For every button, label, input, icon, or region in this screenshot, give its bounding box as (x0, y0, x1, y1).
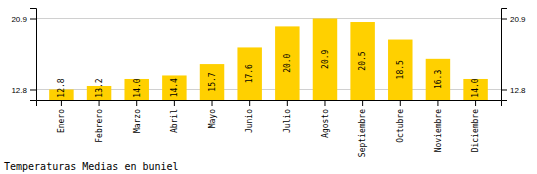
bar (388, 40, 412, 100)
axis-line (502, 9, 508, 101)
data-label: 20.5 (358, 51, 367, 70)
grid-line (36, 18, 501, 19)
data-label: 13.2 (95, 78, 104, 97)
tick-mark (362, 100, 363, 106)
tick-label: 20.9 (11, 15, 27, 24)
bar (463, 79, 487, 100)
tick-mark (501, 19, 507, 20)
chart: 12.8 13.2 14.0 14.4 15.7 17.6 20.0 20.9 20.5 18.5… (0, 0, 537, 174)
tick: 12.8 (11, 86, 36, 95)
tick-label: Marzo (133, 109, 142, 133)
tick-label: Agosto (321, 109, 330, 138)
tick: Mayo (208, 100, 217, 128)
tick-label: Noviembre (434, 109, 443, 153)
tick: 12.8 (501, 86, 526, 95)
tick-label: Julio (283, 109, 292, 133)
tick-mark (400, 100, 401, 106)
tick: Abril (170, 100, 179, 133)
tick: Enero (57, 100, 66, 133)
tick-label: Junio (245, 109, 254, 133)
tick-mark (136, 100, 137, 106)
y2-axis: 12.8 20.9 (501, 9, 526, 101)
data-label: 20.9 (321, 49, 330, 68)
tick: Octubre (396, 100, 405, 143)
tick: Julio (283, 100, 292, 133)
tick: Junio (245, 100, 254, 133)
tick-label: Mayo (208, 109, 217, 128)
data-label: 15.7 (208, 72, 217, 91)
tick-mark (501, 89, 507, 90)
tick-mark (30, 89, 36, 90)
tick-mark (99, 100, 100, 106)
data-label: 18.5 (396, 60, 405, 79)
tick-label: 12.8 (11, 86, 27, 95)
tick: Noviembre (434, 100, 443, 152)
tick-mark (30, 19, 36, 20)
data-label: 12.8 (57, 78, 66, 97)
axis-line (37, 101, 502, 107)
tick: Septiembre (358, 100, 367, 157)
tick: 20.9 (501, 15, 526, 24)
bar (162, 75, 186, 100)
title: Temperaturas Medias en buniel (4, 161, 179, 172)
tick-label: Diciembre (471, 109, 480, 153)
tick-label: Febrero (95, 109, 104, 143)
tick: 20.9 (11, 15, 36, 24)
bar (200, 64, 224, 100)
bar (124, 79, 148, 100)
axis-line (30, 9, 37, 101)
data-label: 14.0 (471, 78, 480, 97)
data-label: 17.6 (245, 64, 254, 83)
tick-mark (61, 100, 62, 106)
tick-label: Octubre (396, 109, 405, 143)
tick: Febrero (95, 100, 104, 143)
tick-label: 12.8 (510, 86, 526, 95)
bar (350, 22, 374, 100)
data-label: 14.0 (133, 78, 142, 97)
bar (313, 19, 337, 100)
tick: Diciembre (471, 100, 480, 152)
tick-mark (287, 100, 288, 106)
data-label: 20.0 (283, 53, 292, 72)
tick-mark (249, 100, 250, 106)
data-label: 14.4 (170, 78, 179, 97)
data-labels: 12.8 13.2 14.0 14.4 15.7 17.6 20.0 20.9 20.5 18.5… (57, 49, 480, 97)
data-label: 16.3 (434, 70, 443, 89)
tick-mark (174, 100, 175, 106)
tick-mark (475, 100, 476, 106)
tick-label: Abril (170, 109, 179, 133)
bar (237, 47, 261, 100)
bar (426, 59, 450, 100)
x-axis: Enero Febrero Marzo Abril Mayo Junio Julio Agos… (37, 100, 502, 157)
y-axis: 12.8 20.9 (11, 9, 36, 101)
tick-mark (437, 100, 438, 106)
tick: Marzo (133, 100, 142, 133)
tick: Agosto (321, 100, 330, 138)
tick-mark (212, 100, 213, 106)
tick-label: Enero (57, 109, 66, 133)
tick-label: Septiembre (358, 109, 367, 157)
tick-label: 20.9 (510, 15, 526, 24)
bar (275, 26, 299, 100)
plot-area (49, 19, 488, 100)
tick-mark (324, 100, 325, 106)
